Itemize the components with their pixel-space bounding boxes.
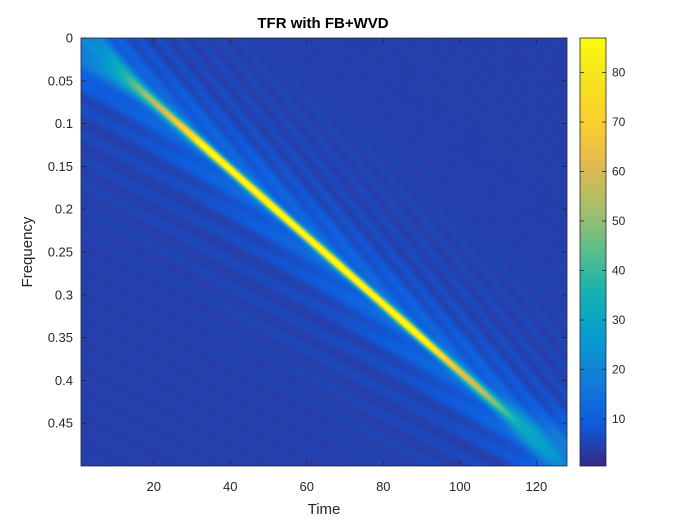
chart-title: TFR with FB+WVD (257, 15, 388, 32)
x-tick-label: 100 (449, 479, 471, 494)
y-axis-label: Frequency (19, 216, 36, 287)
colorbar-ticks: 10 20 30 40 50 60 70 80 (580, 66, 626, 426)
y-tick-label: 0.3 (55, 287, 73, 302)
colorbar-tick-label: 80 (612, 66, 626, 80)
y-tick-label: 0.35 (48, 330, 73, 345)
colorbar-gradient (580, 38, 606, 466)
colorbar-tick-label: 70 (612, 115, 626, 129)
y-tick-label: 0.25 (48, 245, 73, 260)
plot-area: 20 40 60 80 100 120 0 0.05 0.1 0.15 0.2 0.25 0.3 0.3… (48, 31, 568, 494)
x-tick-label: 120 (526, 479, 548, 494)
x-tick-label: 80 (376, 479, 390, 494)
x-tick-label: 60 (300, 479, 314, 494)
colorbar-frame (579, 37, 607, 467)
x-tick-label: 40 (223, 479, 237, 494)
y-tick-label: 0 (66, 31, 73, 46)
colorbar-tick-label: 10 (612, 412, 626, 426)
y-tick-label: 0.1 (55, 116, 73, 131)
y-tick-label: 0.05 (48, 73, 73, 88)
x-tick-label: 20 (146, 479, 160, 494)
colorbar: 10 20 30 40 50 60 70 80 (579, 37, 626, 467)
y-tick-label: 0.4 (55, 373, 73, 388)
colorbar-tick-label: 40 (612, 264, 626, 278)
y-tick-label: 0.45 (48, 416, 73, 431)
colorbar-tick-label: 30 (612, 313, 626, 327)
y-tick-label: 0.15 (48, 159, 73, 174)
x-axis-label: Time (308, 501, 341, 518)
colorbar-tick-label: 20 (612, 363, 626, 377)
y-axis-ticks: 0 0.05 0.1 0.15 0.2 0.25 0.3 0.35 0.4 0.45 (48, 31, 567, 431)
colorbar-tick-label: 60 (612, 165, 626, 179)
colorbar-tick-label: 50 (612, 214, 626, 228)
x-axis-ticks: 20 40 60 80 100 120 (146, 38, 547, 494)
y-tick-label: 0.2 (55, 202, 73, 217)
heatmap-image (81, 38, 567, 466)
